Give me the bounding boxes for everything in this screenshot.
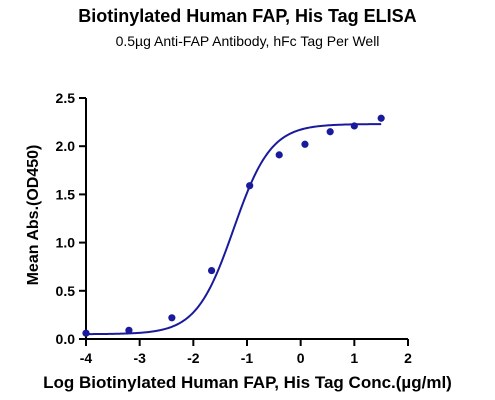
fit-curve — [86, 123, 382, 336]
x-tick-label: -1 — [241, 350, 254, 366]
axes: 0.0 0.5 1.0 1.5 2.0 2.5 -4 -3 -2 -1 0 1 2 — [56, 90, 413, 366]
x-tick-label: 0 — [297, 350, 305, 366]
data-points — [82, 114, 385, 337]
x-tick-label: -3 — [133, 350, 146, 366]
fit-curve-group — [86, 123, 382, 336]
y-tick-label: 0.0 — [56, 331, 76, 347]
x-tick-label: 1 — [350, 350, 358, 366]
data-point — [82, 329, 90, 337]
data-point — [301, 140, 309, 148]
y-axis-label: Mean Abs.(OD450) — [25, 144, 42, 286]
data-point — [207, 266, 216, 275]
chart-title: Biotinylated Human FAP, His Tag ELISA — [78, 6, 417, 26]
data-point — [377, 114, 385, 122]
data-point — [246, 182, 254, 190]
data-point — [350, 122, 358, 130]
chart-subtitle: 0.5µg Anti-FAP Antibody, hFc Tag Per Wel… — [115, 33, 380, 49]
data-point — [275, 151, 283, 159]
data-point — [125, 326, 133, 334]
x-tick-label: 2 — [404, 350, 412, 366]
y-tick-label: 1.5 — [56, 186, 76, 202]
y-tick-label: 0.5 — [56, 283, 76, 299]
y-tick-label: 2.5 — [56, 90, 76, 106]
x-axis-label: Log Biotinylated Human FAP, His Tag Conc… — [43, 373, 452, 392]
x-tick-label: -4 — [80, 350, 93, 366]
data-point — [168, 314, 176, 322]
y-tick-label: 2.0 — [56, 138, 76, 154]
y-tick-label: 1.0 — [56, 235, 76, 251]
data-point — [326, 128, 334, 136]
x-tick-label: -2 — [187, 350, 200, 366]
